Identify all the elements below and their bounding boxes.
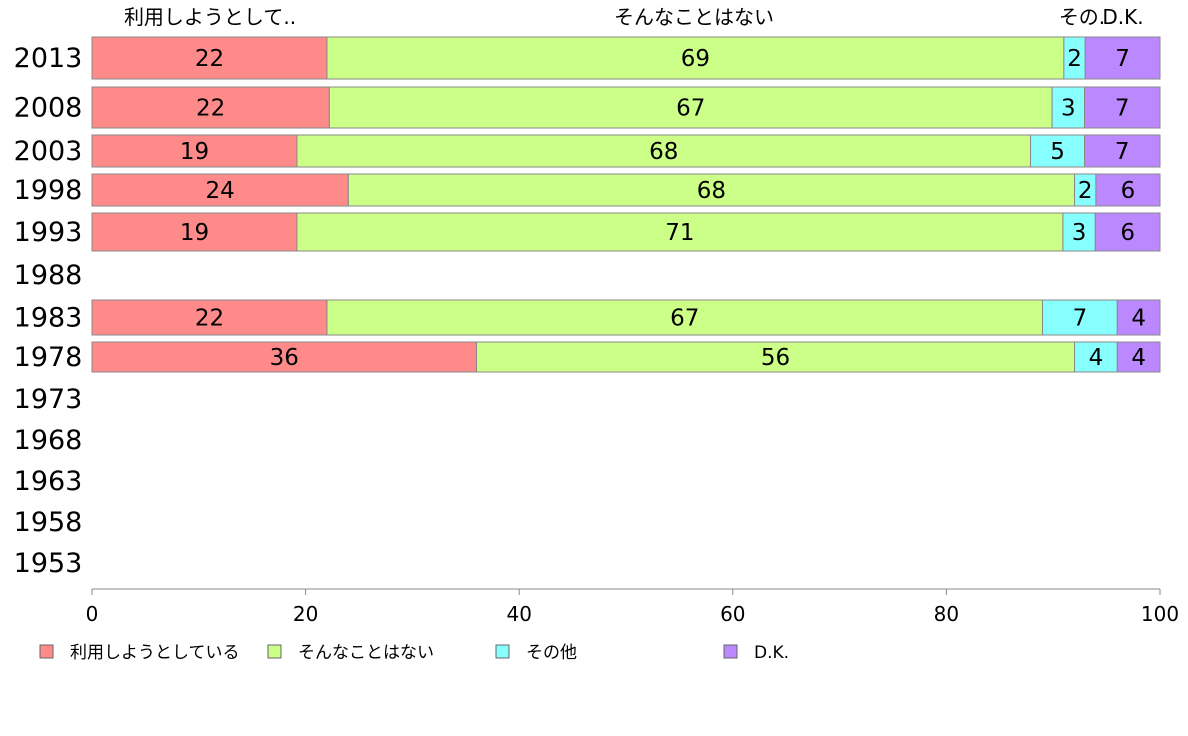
value-label-2003-series-1: 68 (649, 139, 678, 165)
bar-2013-series-3 (1084, 36, 1161, 80)
value-label-1998-series-3: 6 (1121, 178, 1136, 204)
legend-swatch-2 (495, 644, 510, 659)
value-label-1983-series-1: 67 (670, 306, 699, 332)
value-label-2013-series-1: 69 (681, 46, 710, 72)
bar-2003-series-0 (91, 134, 298, 168)
year-label-1958: 1958 (14, 507, 83, 538)
year-label-2013: 2013 (14, 43, 83, 74)
bar-2003-series-3 (1083, 134, 1161, 168)
legend-swatch-3 (723, 644, 738, 659)
value-label-2013-series-0: 22 (195, 46, 224, 72)
value-label-1978-series-2: 4 (1089, 345, 1104, 371)
bar-2003-series-1 (296, 134, 1032, 168)
value-label-1983-series-2: 7 (1073, 306, 1088, 332)
bar-1978-series-3 (1116, 341, 1161, 373)
bar-2003-series-2 (1030, 134, 1085, 168)
series-header-0: 利用しようとして.. (124, 5, 296, 29)
value-label-1998-series-2: 2 (1078, 178, 1093, 204)
legend-label-1: そんなことはない (298, 643, 434, 663)
legend-swatch-1 (267, 644, 282, 659)
value-label-1978-series-1: 56 (761, 345, 790, 371)
year-labels: 2013 2008 2003 1998 1993 1988 1983 1978 1973 1968… (14, 43, 83, 579)
bar-2008-series-0 (91, 86, 330, 129)
x-tick-label-100: 100 (1141, 602, 1179, 626)
x-tick-label-80: 80 (934, 602, 959, 626)
value-label-2003-series-3: 7 (1115, 139, 1130, 165)
bar-1998-series-1 (347, 173, 1076, 207)
legend-label-0: 利用しようとしている (70, 643, 240, 663)
legend-label-2: その他 (526, 643, 577, 663)
value-label-1993-series-1: 71 (665, 220, 694, 246)
value-label-1993-series-2: 3 (1072, 220, 1087, 246)
bar-1978-series-1 (475, 341, 1076, 373)
legend-label-3: D.K. (754, 643, 789, 663)
x-tick-label-40: 40 (506, 602, 531, 626)
value-label-1993-series-0: 19 (180, 220, 209, 246)
value-label-2003-series-2: 5 (1050, 139, 1065, 165)
value-label-2003-series-0: 19 (180, 139, 209, 165)
bar-1978-series-0 (91, 341, 477, 373)
value-label-2013-series-3: 7 (1115, 46, 1130, 72)
year-label-2008: 2008 (14, 93, 83, 124)
year-label-1963: 1963 (14, 466, 83, 497)
value-label-1993-series-3: 6 (1120, 220, 1135, 246)
column-headers: 利用しようとして.. そんなことはない その.D.K. (124, 5, 1144, 29)
bar-1983-series-3 (1116, 299, 1161, 336)
year-label-2003: 2003 (14, 136, 83, 167)
value-label-2008-series-0: 22 (196, 96, 225, 122)
year-label-1993: 1993 (14, 217, 83, 248)
x-tick-label-0: 0 (86, 602, 99, 626)
value-label-1978-series-0: 36 (270, 345, 299, 371)
bar-1983-series-2 (1042, 299, 1118, 336)
bar-1993-series-3 (1094, 212, 1161, 252)
value-label-1983-series-0: 22 (195, 306, 224, 332)
bars: 22 69 2 722 67 3 719 68 5 724 68 2 619 71 3 622 67 7 436 56… (91, 36, 1161, 373)
x-axis: 0 20 40 60 80 100 (86, 588, 1179, 626)
value-label-1978-series-3: 4 (1131, 345, 1146, 371)
bar-2008-series-3 (1083, 86, 1161, 129)
bar-2013-series-1 (326, 36, 1065, 80)
bar-1998-series-3 (1095, 173, 1161, 207)
value-label-2008-series-3: 7 (1115, 96, 1130, 122)
year-label-1973: 1973 (14, 384, 83, 415)
year-label-1968: 1968 (14, 425, 83, 456)
value-label-1983-series-3: 4 (1131, 306, 1146, 332)
bar-2013-series-0 (91, 36, 328, 80)
value-label-2013-series-2: 2 (1067, 46, 1082, 72)
bar-1998-series-0 (91, 173, 349, 207)
value-label-1998-series-1: 68 (697, 178, 726, 204)
value-label-2008-series-1: 67 (676, 96, 705, 122)
series-header-3: D.K. (1102, 5, 1143, 29)
year-label-1978: 1978 (14, 342, 83, 373)
legend: 利用しようとしている そんなことはない その他 D.K. (39, 643, 789, 663)
legend-swatch-0 (39, 644, 54, 659)
year-label-1953: 1953 (14, 548, 83, 579)
x-tick-label-20: 20 (293, 602, 318, 626)
year-label-1998: 1998 (14, 175, 83, 206)
bar-2008-series-1 (328, 86, 1053, 129)
year-label-1988: 1988 (14, 260, 83, 291)
series-header-2: その. (1059, 5, 1105, 29)
year-label-1983: 1983 (14, 303, 83, 334)
bar-2008-series-2 (1051, 86, 1085, 129)
series-header-1: そんなことはない (614, 5, 774, 29)
bar-1993-series-2 (1062, 212, 1096, 252)
value-label-1998-series-0: 24 (206, 178, 235, 204)
x-tick-label-60: 60 (720, 602, 745, 626)
value-label-2008-series-2: 3 (1061, 96, 1076, 122)
